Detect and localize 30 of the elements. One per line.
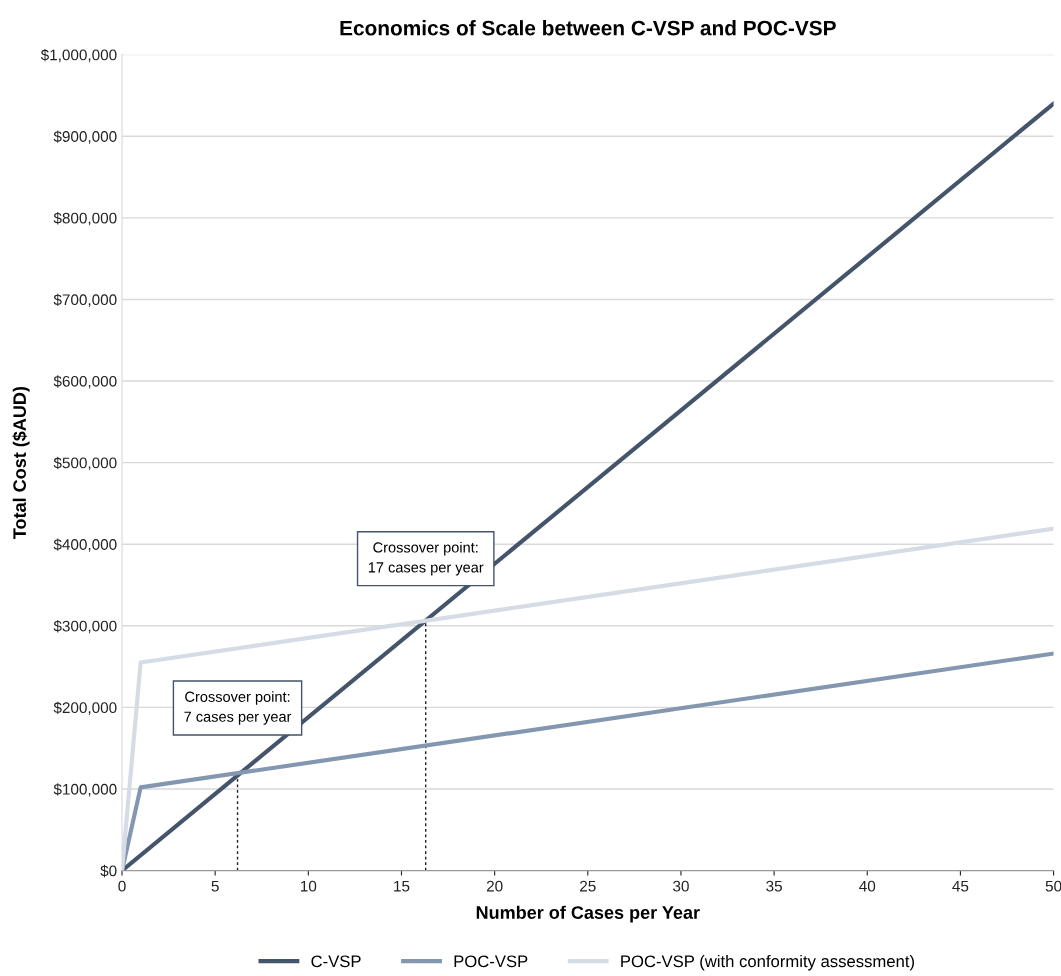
x-tick-label: 30	[673, 880, 689, 892]
annotation: Crossover point: 7 cases per year	[184, 691, 292, 725]
x-tick-label: 20	[486, 880, 503, 892]
annotation: Crossover point: 17 cases per year	[368, 541, 484, 576]
y-tick-label: $200,000	[53, 701, 117, 715]
x-tick-label: 15	[394, 880, 410, 892]
y-tick-label: $500,000	[53, 456, 117, 471]
x-tick-label: 5	[211, 880, 219, 892]
y-tick-label: $100,000	[53, 783, 117, 797]
x-tick-label: 25	[580, 880, 596, 892]
x-tick-label: 50	[1045, 880, 1061, 892]
y-tick-label: $0	[100, 864, 117, 878]
x-tick-label: 0	[118, 880, 126, 892]
y-tick-label: $1,000,000	[40, 48, 117, 63]
legend-label: POC-VSP (with conformity assessment)	[621, 954, 914, 971]
legend-label: POC-VSP	[454, 955, 528, 968]
y-tick-label: $300,000	[53, 620, 117, 634]
x-tick-label: 40	[859, 880, 876, 892]
y-tick-label: $800,000	[53, 212, 117, 226]
x-tick-label: 35	[766, 880, 782, 892]
y-axis-title: Total Cost ($AUD)	[12, 386, 30, 539]
y-tick-label: $600,000	[53, 375, 117, 389]
y-tick-label: $400,000	[53, 538, 117, 552]
x-tick-label: 10	[301, 880, 317, 892]
y-tick-label: $700,000	[53, 293, 117, 307]
legend-label: C-VSP	[311, 955, 361, 968]
y-tick-label: $900,000	[53, 130, 117, 144]
chart-title: Economics of Scale between C-VSP and POC-VSP	[340, 20, 836, 36]
x-axis-title: Number of Cases per Year	[476, 905, 700, 923]
x-tick-label: 45	[952, 880, 969, 892]
